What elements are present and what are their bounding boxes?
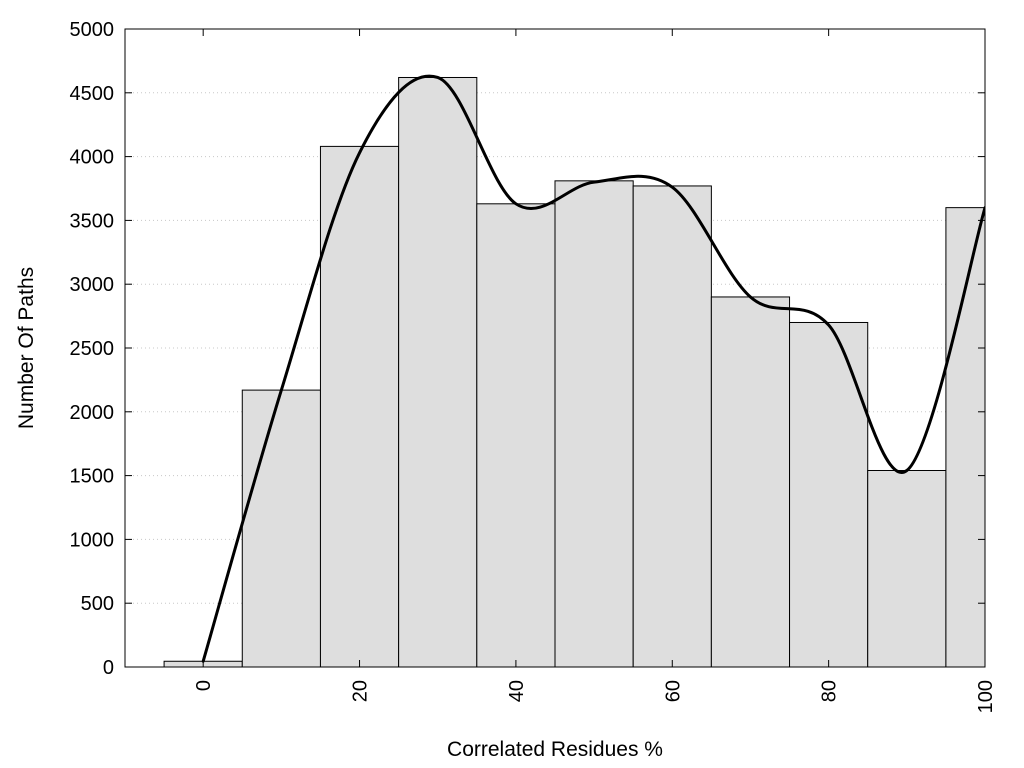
x-axis-title: Correlated Residues % (447, 738, 663, 761)
x-tick-label-60: 60 (662, 680, 684, 702)
y-axis-title: Number Of Paths (15, 267, 38, 429)
x-tick-label-0: 0 (193, 680, 215, 691)
bar-80 (789, 321, 869, 667)
bar-90 (867, 469, 947, 667)
y-tick-label-2000: 2000 (70, 402, 115, 424)
y-tick-label-2500: 2500 (70, 338, 115, 360)
y-tick-label-500: 500 (81, 593, 114, 615)
bar-10 (241, 389, 321, 667)
y-tick-label-3000: 3000 (70, 274, 115, 296)
y-tick-label-0: 0 (103, 657, 114, 679)
bar-50 (554, 180, 634, 667)
y-tick-label-3500: 3500 (70, 210, 115, 232)
smooth-curve (201, 74, 985, 663)
y-tick-label-4500: 4500 (70, 83, 115, 105)
bars (163, 76, 985, 667)
smooth-curve-layer (201, 74, 985, 663)
y-tick-label-1000: 1000 (70, 529, 115, 551)
x-tick-label-40: 40 (506, 680, 528, 702)
x-tick-label-20: 20 (350, 680, 372, 702)
y-tick-label-1500: 1500 (70, 466, 115, 488)
bar-40 (476, 203, 556, 667)
y-axis-ticks: 0 500 1000 1500 2000 2500 3000 3500 4000 4500 5000 (70, 19, 985, 679)
bar-60 (632, 185, 712, 667)
y-tick-label-5000: 5000 (70, 19, 115, 41)
y-tick-label-4000: 4000 (70, 147, 115, 169)
bar-70 (710, 296, 791, 667)
x-axis-ticks: 0 20 40 60 80 100 (193, 29, 997, 713)
x-tick-label-80: 80 (819, 680, 841, 702)
bar-20 (319, 145, 400, 667)
x-tick-label-100: 100 (975, 680, 997, 713)
bar-30 (398, 76, 478, 667)
